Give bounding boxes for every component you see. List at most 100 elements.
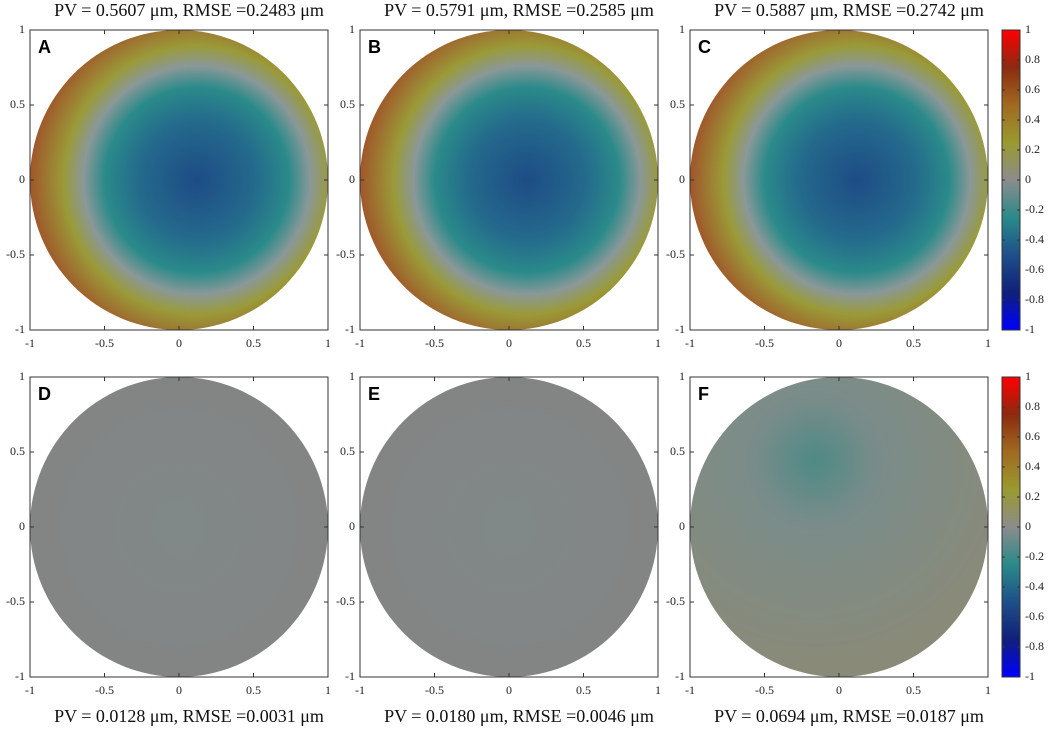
x-tick-label: -0.5 bbox=[95, 336, 114, 350]
surface bbox=[30, 377, 328, 677]
y-tick-label: -0.5 bbox=[6, 247, 25, 261]
x-tick-label: 0.5 bbox=[246, 336, 261, 350]
colorbar-tick-label: 0.6 bbox=[1025, 82, 1040, 96]
colorbar-tick-label: -0.2 bbox=[1025, 202, 1044, 216]
x-tick-label: -1 bbox=[355, 683, 365, 697]
panel-title: PV = 0.5791 μm, RMSE =0.2585 μm bbox=[384, 0, 654, 20]
x-tick-label: 0 bbox=[836, 683, 842, 697]
x-tick-label: -0.5 bbox=[755, 683, 774, 697]
x-tick-label: 0 bbox=[506, 336, 512, 350]
y-tick-label: 1 bbox=[679, 22, 685, 36]
x-tick-label: -1 bbox=[25, 683, 35, 697]
x-tick-label: 0.5 bbox=[246, 683, 261, 697]
colorbar-tick-label: 0.8 bbox=[1025, 52, 1040, 66]
colorbar-tick-label: -0.2 bbox=[1025, 549, 1044, 563]
y-tick-label: 0.5 bbox=[340, 97, 355, 111]
colorbar-tick-label: 1 bbox=[1025, 369, 1031, 383]
y-tick-label: -1 bbox=[345, 322, 355, 336]
colorbar-tick-label: -0.8 bbox=[1025, 639, 1044, 653]
y-tick-label: 1 bbox=[349, 369, 355, 383]
x-tick-label: 0 bbox=[836, 336, 842, 350]
surface bbox=[30, 30, 328, 330]
colorbar-tick-label: 0 bbox=[1025, 172, 1031, 186]
y-tick-label: -0.5 bbox=[666, 247, 685, 261]
y-tick-label: 1 bbox=[19, 369, 25, 383]
x-tick-label: 1 bbox=[325, 683, 331, 697]
colorbar-tick-label: -0.4 bbox=[1025, 232, 1044, 246]
colorbar-tick-label: -0.6 bbox=[1025, 262, 1044, 276]
x-tick-label: -1 bbox=[25, 336, 35, 350]
colorbar-tick-label: 0.8 bbox=[1025, 399, 1040, 413]
x-tick-label: -1 bbox=[685, 683, 695, 697]
x-tick-label: 0.5 bbox=[576, 683, 591, 697]
y-tick-label: -1 bbox=[15, 669, 25, 683]
x-tick-label: 0.5 bbox=[906, 683, 921, 697]
surface bbox=[690, 30, 988, 330]
panel: C -1 -0.5 0 0.5 1 -1 -0.5 0 0.5 1 PV = 0.5887 μm, R… bbox=[666, 0, 1044, 350]
y-tick-label: -0.5 bbox=[6, 594, 25, 608]
y-tick-label: 0.5 bbox=[340, 444, 355, 458]
colorbar-tick-label: -1 bbox=[1025, 669, 1035, 683]
surface bbox=[360, 377, 658, 677]
y-tick-label: 0.5 bbox=[670, 444, 685, 458]
colorbar-tick-label: 0.4 bbox=[1025, 459, 1040, 473]
y-tick-label: 0 bbox=[19, 519, 25, 533]
y-tick-label: -0.5 bbox=[336, 247, 355, 261]
x-tick-label: 0 bbox=[176, 683, 182, 697]
y-tick-label: 0.5 bbox=[10, 444, 25, 458]
panel-title: PV = 0.0180 μm, RMSE =0.0046 μm bbox=[384, 706, 654, 726]
colorbar-tick-label: 1 bbox=[1025, 22, 1031, 36]
panel-title: PV = 0.5887 μm, RMSE =0.2742 μm bbox=[714, 0, 984, 20]
x-tick-label: -0.5 bbox=[755, 336, 774, 350]
x-tick-label: -0.5 bbox=[95, 683, 114, 697]
y-tick-label: 0 bbox=[679, 172, 685, 186]
x-tick-label: 0.5 bbox=[906, 336, 921, 350]
panel-label: D bbox=[38, 384, 51, 404]
panel-label: F bbox=[698, 384, 709, 404]
panel-label: C bbox=[698, 37, 711, 57]
y-tick-label: 0 bbox=[349, 172, 355, 186]
y-tick-label: 0 bbox=[679, 519, 685, 533]
panel-label: B bbox=[368, 37, 381, 57]
x-tick-label: 0 bbox=[176, 336, 182, 350]
y-tick-label: -0.5 bbox=[666, 594, 685, 608]
x-tick-label: 0.5 bbox=[576, 336, 591, 350]
y-tick-label: -1 bbox=[675, 322, 685, 336]
x-tick-label: -0.5 bbox=[425, 683, 444, 697]
y-tick-label: 0 bbox=[19, 172, 25, 186]
x-tick-label: 1 bbox=[655, 336, 661, 350]
panel-title: PV = 0.0694 μm, RMSE =0.0187 μm bbox=[714, 706, 984, 726]
y-tick-label: 1 bbox=[349, 22, 355, 36]
colorbar-tick-label: 0 bbox=[1025, 519, 1031, 533]
colorbar-tick-label: -0.6 bbox=[1025, 609, 1044, 623]
surface bbox=[360, 30, 658, 330]
y-tick-label: 1 bbox=[19, 22, 25, 36]
x-tick-label: -1 bbox=[355, 336, 365, 350]
y-tick-label: 0.5 bbox=[670, 97, 685, 111]
x-tick-label: -0.5 bbox=[425, 336, 444, 350]
x-tick-label: 1 bbox=[985, 683, 991, 697]
panel: B -1 -0.5 0 0.5 1 -1 -0.5 0 0.5 1 PV = 0.5791 μm, R… bbox=[336, 0, 661, 350]
y-tick-label: -1 bbox=[15, 322, 25, 336]
colorbar-tick-label: 0.4 bbox=[1025, 112, 1040, 126]
panel-label: A bbox=[38, 37, 51, 57]
x-tick-label: -1 bbox=[685, 336, 695, 350]
x-tick-label: 0 bbox=[506, 683, 512, 697]
panel-title: PV = 0.0128 μm, RMSE =0.0031 μm bbox=[54, 706, 324, 726]
panel: A -1 -0.5 0 0.5 1 -1 -0.5 0 0.5 1 PV = 0.5607 μm, R… bbox=[6, 0, 331, 350]
x-tick-label: 1 bbox=[325, 336, 331, 350]
y-tick-label: -1 bbox=[675, 669, 685, 683]
colorbar-tick-label: -1 bbox=[1025, 322, 1035, 336]
colorbar-tick-label: 0.2 bbox=[1025, 489, 1040, 503]
y-tick-label: -1 bbox=[345, 669, 355, 683]
surface bbox=[690, 377, 988, 677]
y-tick-label: 0 bbox=[349, 519, 355, 533]
x-tick-label: 1 bbox=[985, 336, 991, 350]
y-tick-label: -0.5 bbox=[336, 594, 355, 608]
y-tick-label: 0.5 bbox=[10, 97, 25, 111]
colorbar-tick-label: -0.8 bbox=[1025, 292, 1044, 306]
